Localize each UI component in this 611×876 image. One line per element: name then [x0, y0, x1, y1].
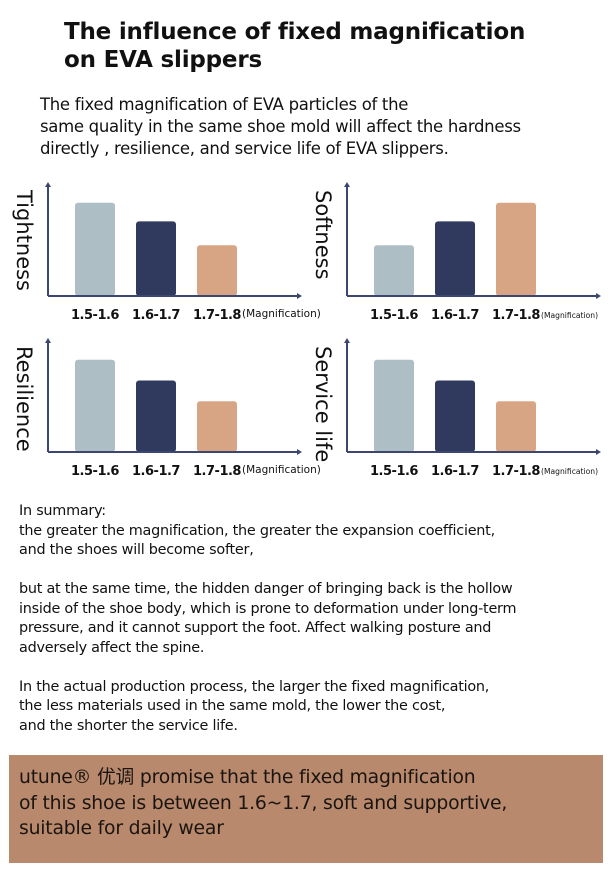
- y-axis-label: Resilience: [12, 346, 36, 452]
- bar-1.7-1.8: [197, 401, 237, 452]
- page-title: The influence of fixed magnification on …: [64, 18, 584, 74]
- x-tick-label: 1.5-1.6: [370, 464, 418, 479]
- chart-svg: Service life 1.5-1.6 1.6-1.7 1.7-1.8 (Magnif…: [311, 338, 601, 479]
- y-axis-label: Service life: [311, 346, 335, 462]
- summary-paragraph-2: but at the same time, the hidden danger …: [19, 580, 604, 658]
- intro-line-2: same quality in the same shoe mold will …: [40, 117, 521, 136]
- promise-line-2: of this shoe is between 1.6~1.7, soft an…: [19, 792, 508, 814]
- resilience-chart: Resilience 1.5-1.6 1.6-1.7 1.7-1.8 (Magnific…: [12, 334, 321, 484]
- x-tick-label: 1.6-1.7: [132, 464, 180, 479]
- bar-1.5-1.6: [374, 245, 414, 296]
- x-tick-label: 1.7-1.8: [193, 464, 241, 479]
- softness-chart: Softness 1.5-1.6 1.6-1.7 1.7-1.8 (Magnificat…: [311, 178, 609, 328]
- x-tick-label: 1.6-1.7: [431, 464, 479, 479]
- summary-p1-line-1: the greater the magnification, the great…: [19, 522, 495, 539]
- summary-section: In summary: the greater the magnificatio…: [19, 502, 604, 756]
- bar-1.7-1.8: [197, 245, 237, 296]
- x-axis-unit-label: (Magnification): [541, 467, 598, 476]
- x-axis-arrow-icon: [596, 293, 601, 299]
- promise-text: utune® 优调 promise that the fixed magnifi…: [19, 765, 599, 842]
- summary-p3-line-1: In the actual production process, the la…: [19, 678, 490, 695]
- x-axis-arrow-icon: [297, 293, 302, 299]
- summary-p1-line-2: and the shoes will become softer,: [19, 542, 254, 558]
- intro-paragraph: The fixed magnification of EVA particles…: [40, 94, 600, 160]
- x-tick-label: 1.5-1.6: [71, 464, 119, 479]
- summary-p2-line-4: adversely affect the spine.: [19, 639, 205, 656]
- summary-heading: In summary:: [19, 503, 106, 519]
- x-tick-label: 1.7-1.8: [492, 308, 540, 323]
- promise-line-3: suitable for daily wear: [19, 818, 224, 839]
- x-tick-label: 1.7-1.8: [193, 308, 241, 323]
- x-tick-label: 1.7-1.8: [492, 464, 540, 479]
- bar-1.6-1.7: [136, 380, 176, 452]
- bar-1.5-1.6: [75, 359, 115, 452]
- chart-svg: Tightness 1.5-1.6 1.6-1.7 1.7-1.8 (Magnifica…: [12, 182, 321, 323]
- x-axis-unit-label: (Magnification): [242, 464, 321, 476]
- bar-1.6-1.7: [435, 221, 475, 296]
- intro-line-3: directly , resilience, and service life …: [40, 139, 449, 158]
- summary-p3-line-3: and the shorter the service life.: [19, 717, 238, 734]
- x-tick-label: 1.6-1.7: [132, 308, 180, 323]
- y-axis-label: Tightness: [12, 189, 36, 291]
- bar-1.7-1.8: [496, 401, 536, 452]
- title-line-2: on EVA slippers: [64, 47, 262, 73]
- summary-p2-line-3: pressure, and it cannot support the foot…: [19, 620, 492, 636]
- service-life-chart: Service life 1.5-1.6 1.6-1.7 1.7-1.8 (Magnif…: [311, 334, 609, 484]
- y-axis-arrow-icon: [45, 338, 51, 343]
- chart-svg: Resilience 1.5-1.6 1.6-1.7 1.7-1.8 (Magnific…: [12, 338, 321, 479]
- bar-1.6-1.7: [435, 380, 475, 452]
- y-axis-arrow-icon: [344, 338, 350, 343]
- x-axis-arrow-icon: [297, 449, 302, 455]
- y-axis-arrow-icon: [45, 182, 51, 187]
- bar-1.5-1.6: [374, 359, 414, 452]
- y-axis-arrow-icon: [344, 182, 350, 187]
- bar-1.5-1.6: [75, 202, 115, 296]
- x-tick-label: 1.6-1.7: [431, 308, 479, 323]
- summary-paragraph-3: In the actual production process, the la…: [19, 678, 604, 737]
- x-tick-label: 1.5-1.6: [71, 308, 119, 323]
- bar-1.6-1.7: [136, 221, 176, 296]
- y-axis-label: Softness: [311, 190, 335, 280]
- bar-1.7-1.8: [496, 202, 536, 296]
- promise-banner: utune® 优调 promise that the fixed magnifi…: [9, 755, 603, 863]
- x-tick-label: 1.5-1.6: [370, 308, 418, 323]
- x-axis-unit-label: (Magnification): [242, 308, 321, 320]
- summary-p2-line-2: inside of the shoe body, which is prone …: [19, 600, 517, 617]
- title-line-1: The influence of fixed magnification: [64, 19, 526, 45]
- x-axis-unit-label: (Magnification): [541, 311, 598, 320]
- intro-line-1: The fixed magnification of EVA particles…: [40, 95, 409, 114]
- x-axis-arrow-icon: [596, 449, 601, 455]
- summary-p3-line-2: the less materials used in the same mold…: [19, 698, 446, 714]
- promise-line-1: utune® 优调 promise that the fixed magnifi…: [19, 767, 476, 788]
- summary-p2-line-1: but at the same time, the hidden danger …: [19, 581, 513, 597]
- chart-svg: Softness 1.5-1.6 1.6-1.7 1.7-1.8 (Magnificat…: [311, 182, 601, 323]
- summary-paragraph-1: the greater the magnification, the great…: [19, 522, 604, 561]
- tightness-chart: Tightness 1.5-1.6 1.6-1.7 1.7-1.8 (Magnifica…: [12, 178, 321, 328]
